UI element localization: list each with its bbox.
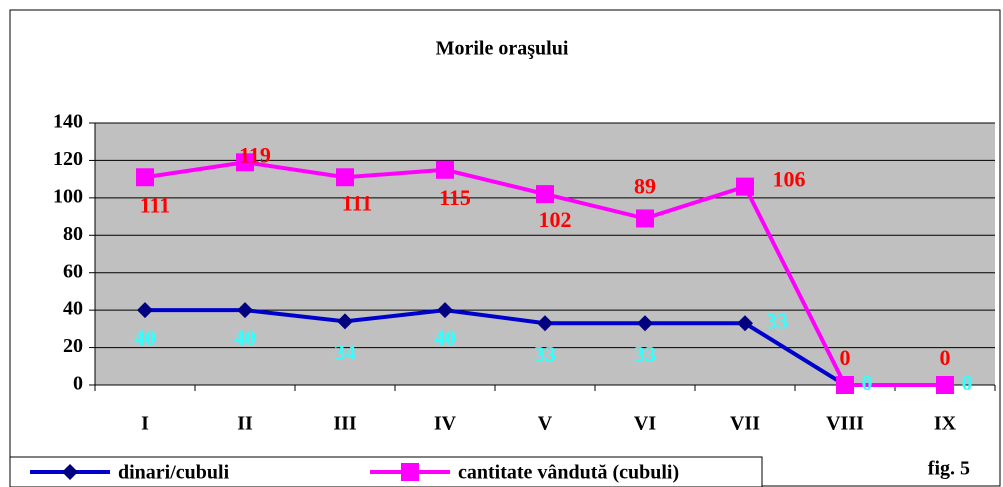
data-label: 33 (534, 341, 556, 366)
point (737, 315, 753, 332)
x-tick-label: VI (634, 413, 656, 435)
data-label: 111 (342, 190, 373, 215)
x-tick-label: V (538, 413, 553, 435)
data-label: 115 (439, 185, 471, 210)
legend-label: dinari/cubuli (118, 462, 230, 484)
data-label: 40 (134, 325, 156, 350)
point (736, 177, 754, 196)
point (437, 302, 453, 319)
data-label: 0 (962, 370, 973, 395)
point (537, 315, 553, 332)
point (536, 185, 554, 204)
data-label: 106 (773, 167, 806, 192)
y-tick-label: 20 (63, 335, 83, 357)
data-label: 34 (334, 339, 356, 364)
y-tick-label: 80 (63, 223, 83, 245)
data-label: 0 (862, 370, 873, 395)
data-label: 119 (239, 142, 271, 167)
point (237, 302, 253, 319)
legend-label: cantitate vândută (cubuli) (458, 462, 679, 484)
x-tick-label: VIII (826, 413, 864, 435)
point (336, 168, 354, 187)
point (62, 464, 78, 480)
point (637, 315, 653, 332)
y-tick-label: 0 (73, 373, 83, 395)
data-label: 33 (634, 341, 656, 366)
y-tick-label: 40 (63, 298, 83, 320)
point (337, 313, 353, 330)
point (436, 160, 454, 179)
x-tick-label: IV (434, 413, 457, 435)
point (137, 302, 153, 319)
point (401, 463, 419, 481)
point (236, 153, 254, 172)
data-label: 102 (539, 207, 572, 232)
x-tick-label: IX (934, 413, 957, 435)
data-label: 0 (940, 345, 951, 370)
data-label: 111 (140, 192, 171, 217)
point (636, 209, 654, 228)
point (836, 376, 854, 394)
x-tick-label: VII (730, 413, 760, 435)
figure-note: fig. 5 (928, 458, 970, 480)
x-tick-label: I (141, 413, 149, 435)
y-tick-label: 140 (53, 111, 83, 133)
y-tick-label: 120 (53, 148, 83, 170)
point (136, 168, 154, 187)
point (936, 376, 954, 394)
data-label: 89 (634, 173, 656, 198)
data-label: 33 (766, 308, 788, 333)
data-label: 40 (434, 325, 456, 350)
data-label: 40 (234, 325, 256, 350)
y-tick-label: 100 (53, 185, 83, 207)
y-tick-label: 60 (63, 260, 83, 282)
data-label: 0 (840, 345, 851, 370)
x-tick-label: II (237, 413, 253, 435)
x-tick-label: III (333, 413, 357, 435)
chart-title: Morile oraşului (436, 38, 569, 60)
